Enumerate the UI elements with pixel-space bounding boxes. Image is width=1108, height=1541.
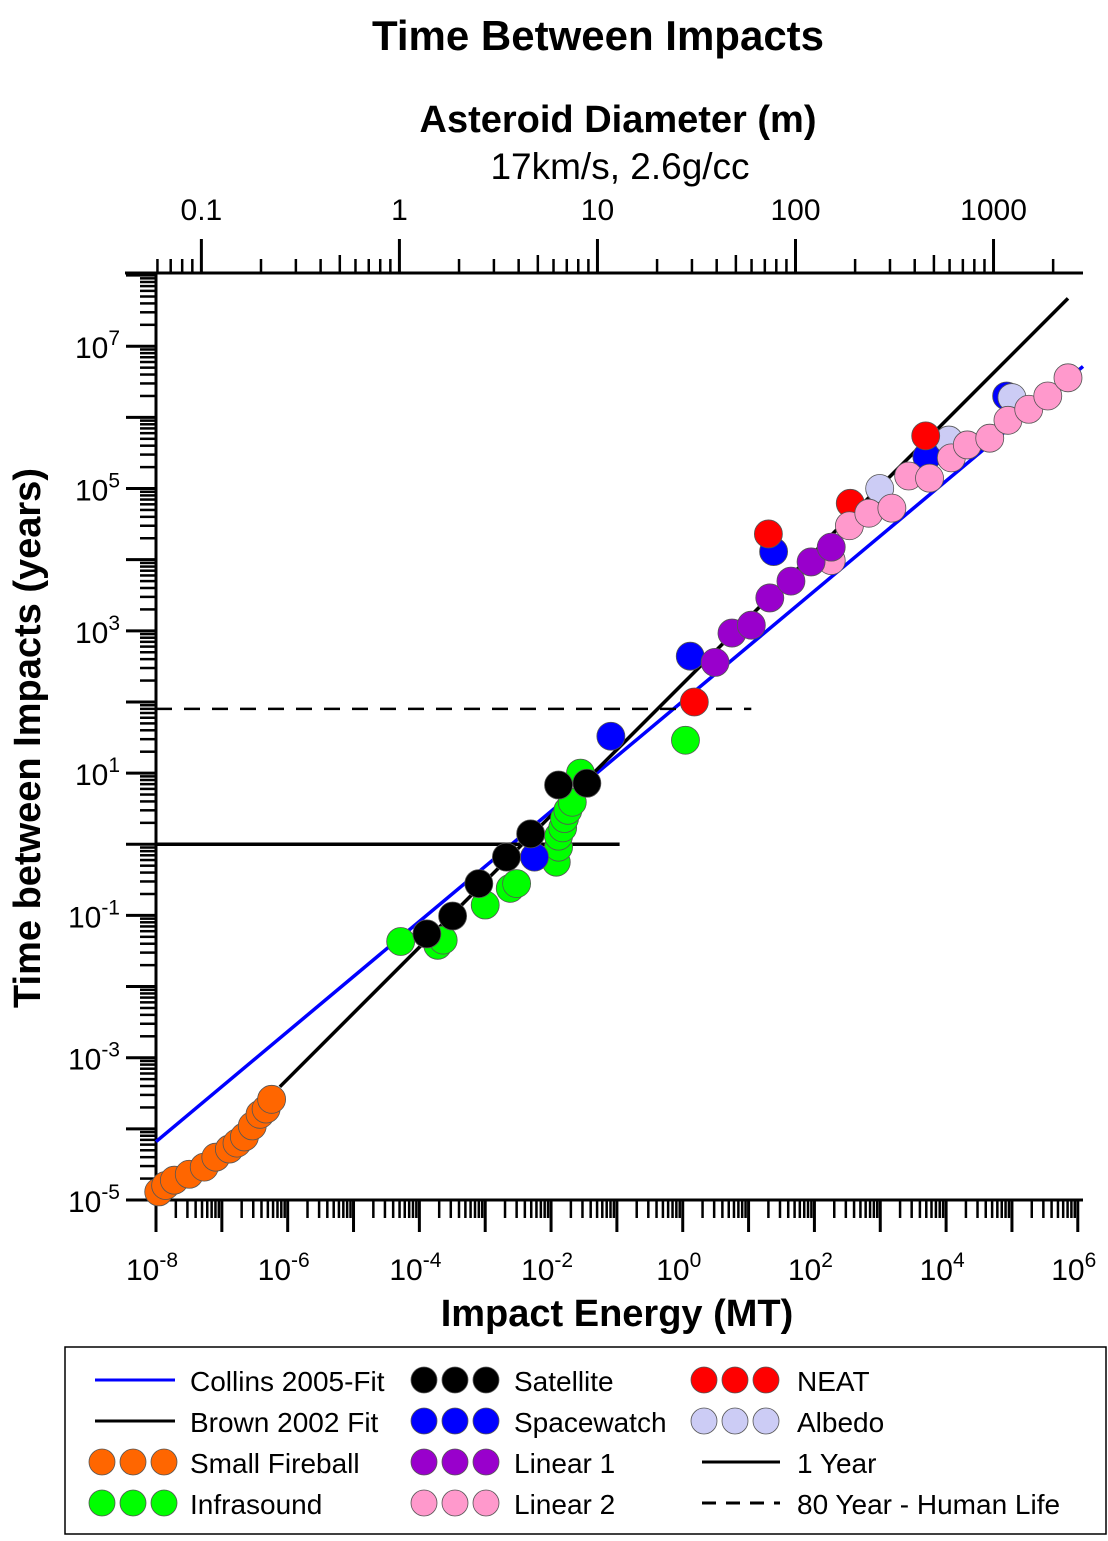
x-tick-label: 106 [1051,1249,1096,1287]
data-points [144,363,1083,1207]
point-linear-1 [700,647,730,677]
y-tick-label: 10-3 [68,1039,120,1077]
line-collins-2005-fit [154,365,1085,1144]
point-satellite [492,842,521,872]
legend: Collins 2005-Fit Brown 2002 Fit Small Fire… [64,1346,1107,1535]
legend-label-linear-2: Linear 2 [514,1489,615,1520]
top-tick-label: 10 [581,194,614,227]
legend-marker-spacewatch [441,1407,469,1435]
x-tick-label: 10-2 [521,1249,573,1287]
legend-marker-satellite [441,1366,469,1394]
legend-marker-satellite [472,1366,500,1394]
point-linear-2 [1033,381,1063,411]
legend-marker-neat [752,1366,780,1394]
top-tick-label: 1 [391,194,408,227]
point-linear-2 [877,493,907,523]
point-satellite [572,768,602,798]
legend-marker-linear-2 [472,1489,500,1517]
top-axis-sublabel: 17km/s, 2.6g/cc [490,146,749,187]
legend-marker-small-fireball [150,1448,178,1476]
x-tick-label: 10-8 [126,1249,178,1287]
y-axis-label: Time between Impacts (years) [7,468,49,1008]
line-brown-2002-fit [278,297,1070,1089]
legend-marker-linear-2 [410,1489,438,1517]
point-linear-1 [796,547,826,577]
top-axis-label: Asteroid Diameter (m) [420,99,817,141]
point-infrasound [502,869,532,898]
y-tick-label: 103 [75,612,120,650]
legend-label-albedo: Albedo [797,1407,884,1438]
y-tick-label: 107 [75,327,120,365]
y-tick-label: 10-1 [68,896,120,934]
legend-marker-albedo [752,1407,780,1435]
point-small-fireball [257,1084,287,1114]
legend-marker-linear-1 [441,1448,469,1476]
legend-box [64,1346,1107,1535]
legend-marker-infrasound [119,1489,147,1517]
x-tick-label: 10-4 [389,1249,441,1287]
y-tick-label: 105 [75,470,120,508]
point-infrasound [386,927,416,956]
point-satellite [464,869,494,898]
legend-label-satellite: Satellite [514,1366,614,1397]
x-tick-label: 104 [920,1249,965,1287]
point-satellite [412,919,442,949]
x-tick-label: 100 [656,1249,701,1287]
point-satellite [544,770,573,800]
legend-marker-small-fireball [119,1448,147,1476]
legend-label-linear-1: Linear 1 [514,1448,615,1479]
legend-label-80-year-human-life: 80 Year - Human Life [797,1489,1060,1520]
legend-marker-linear-1 [410,1448,438,1476]
legend-marker-small-fireball [88,1448,116,1476]
y-tick-label: 10-5 [68,1181,120,1219]
legend-marker-satellite [410,1366,438,1394]
legend-marker-albedo [721,1407,749,1435]
legend-marker-spacewatch [472,1407,500,1435]
legend-label-infrasound: Infrasound [190,1489,322,1520]
point-neat [753,519,783,549]
point-neat [679,687,709,717]
legend-label-1-year: 1 Year [797,1448,876,1479]
point-satellite [516,819,546,849]
point-linear-1 [736,610,766,640]
top-tick-label: 0.1 [181,194,223,227]
x-tick-label: 102 [788,1249,833,1287]
legend-marker-linear-1 [472,1448,500,1476]
point-linear-1 [755,583,785,613]
x-tick-label: 10-6 [258,1249,310,1287]
point-linear-1 [816,532,846,562]
fit-lines [154,297,1085,1144]
point-linear-2 [915,463,944,493]
point-linear-1 [776,566,806,596]
point-spacewatch [596,721,626,751]
point-spacewatch [675,641,705,671]
top-tick-label: 1000 [960,194,1027,227]
y-tick-label: 101 [75,754,120,792]
legend-marker-neat [721,1366,749,1394]
legend-label-brown-2002-fit: Brown 2002 Fit [190,1407,379,1438]
legend-marker-albedo [690,1407,718,1435]
x-axis-label: Impact Energy (MT) [441,1293,794,1335]
point-neat [911,421,941,451]
axes: 10-8 10-6 10-4 10-2 100 102 104 106 10-5 10-3 10-1… [68,194,1096,1287]
legend-label-collins-2005-fit: Collins 2005-Fit [190,1366,385,1397]
legend-marker-infrasound [88,1489,116,1517]
legend-label-small-fireball: Small Fireball [190,1448,360,1479]
point-satellite [438,901,468,931]
point-linear-2 [975,423,1005,453]
top-tick-label: 100 [770,194,820,227]
point-linear-2 [1053,363,1083,393]
legend-label-spacewatch: Spacewatch [514,1407,667,1438]
legend-marker-spacewatch [410,1407,438,1435]
legend-label-neat: NEAT [797,1366,870,1397]
legend-marker-neat [690,1366,718,1394]
legend-marker-linear-2 [441,1489,469,1517]
chart-title: Time Between Impacts [372,12,824,59]
legend-marker-infrasound [150,1489,178,1517]
point-infrasound [671,725,700,755]
